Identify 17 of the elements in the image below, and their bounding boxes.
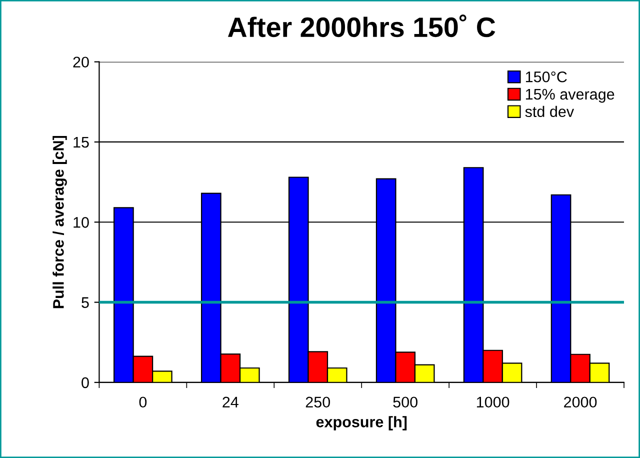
y-tick-label: 20 <box>73 56 89 68</box>
x-tick-label: 0 <box>139 396 147 408</box>
legend-label: std dev <box>525 106 574 118</box>
chart-title: After 2000hrs 150˚ C <box>228 14 496 38</box>
y-tick-label: 0 <box>82 377 89 388</box>
y-tick-label: 15 <box>74 137 89 148</box>
x-tick-label: 24 <box>222 396 238 408</box>
x-axis-title: exposure [h] <box>316 416 407 430</box>
x-tick-label: 1000 <box>476 396 510 408</box>
legend-label: 150°C <box>526 71 567 82</box>
x-tick-label: 500 <box>393 396 418 408</box>
y-axis-title: Pull force / average [cN] <box>52 136 67 308</box>
y-tick-label: 10 <box>74 217 89 228</box>
x-tick-label: 2000 <box>564 396 597 408</box>
x-tick-label: 250 <box>306 396 330 408</box>
y-tick-label: 5 <box>82 297 89 308</box>
legend-label: 15% average <box>526 88 614 103</box>
